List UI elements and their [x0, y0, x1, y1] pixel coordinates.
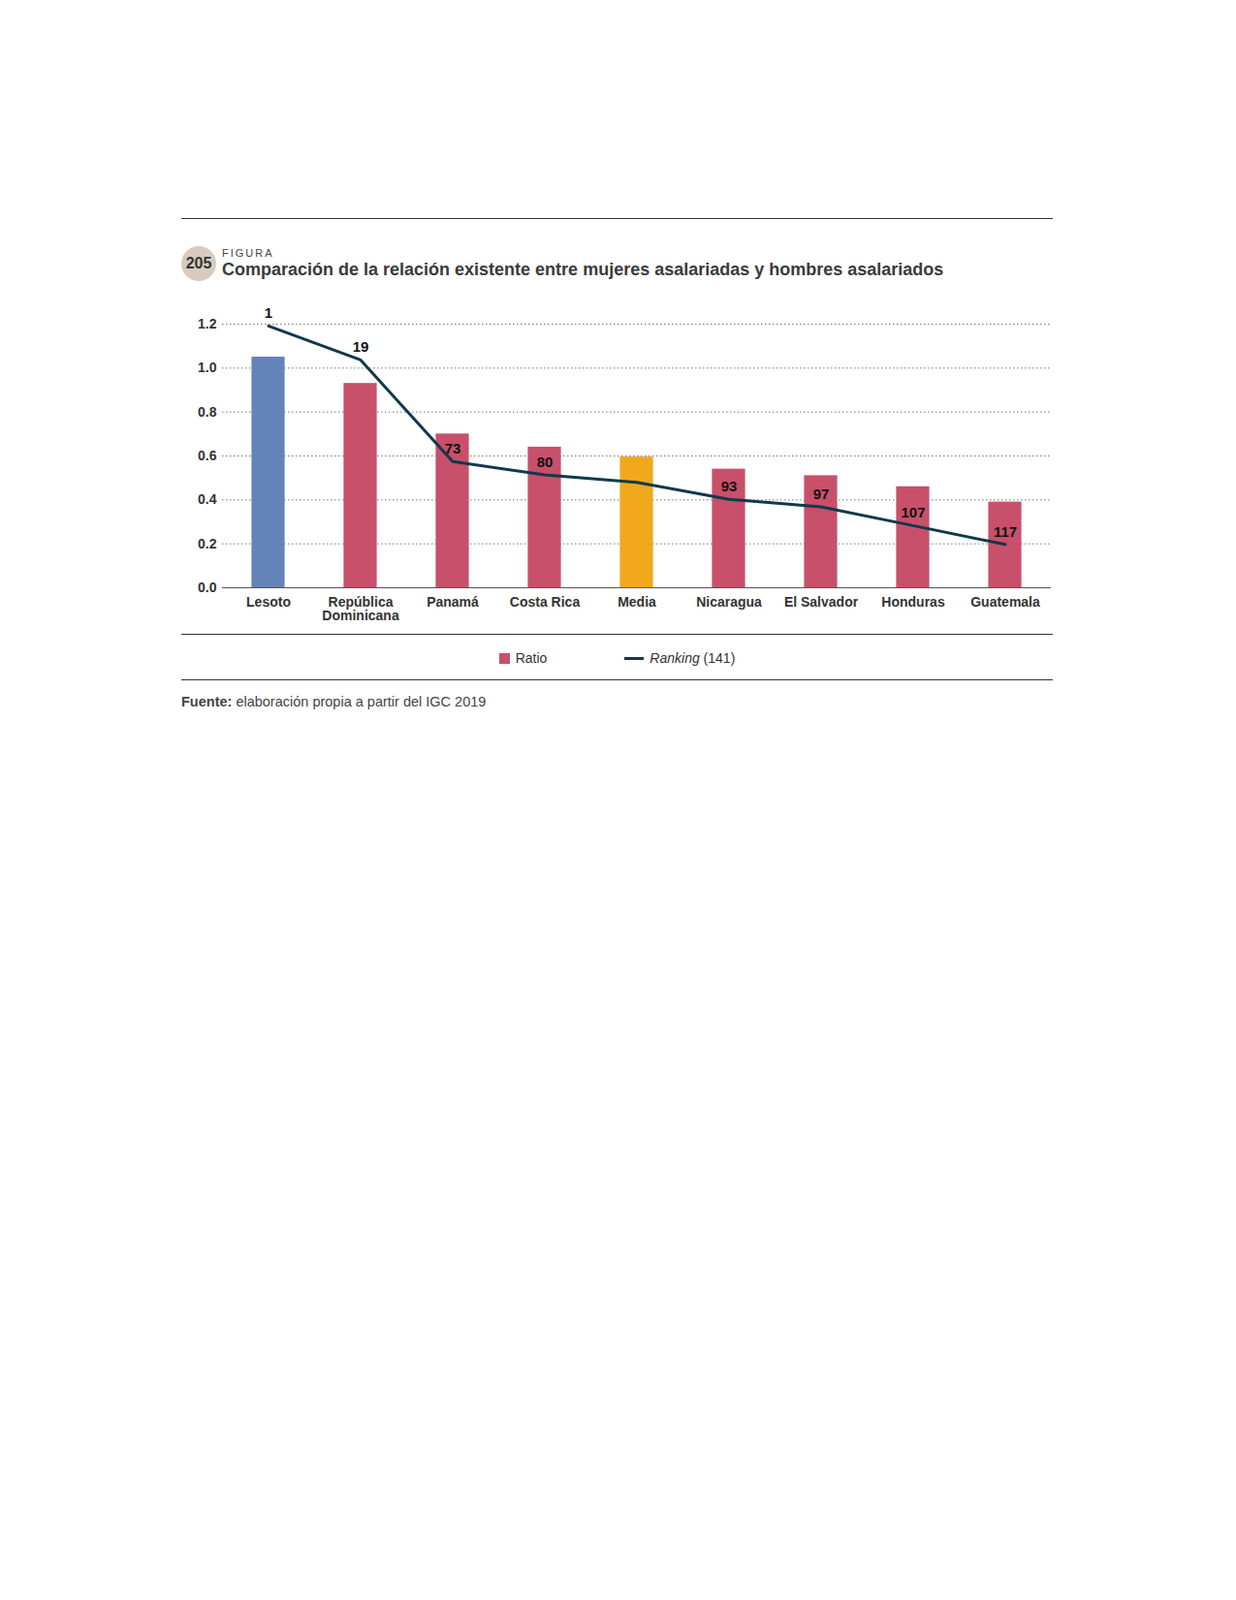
svg-text:80: 80: [537, 453, 554, 471]
svg-text:0.6: 0.6: [197, 447, 218, 464]
html-text:FIGURA: FIGURA: [221, 247, 274, 259]
svg-text:0.2: 0.2: [197, 536, 218, 552]
svg-text:19: 19: [352, 338, 370, 355]
html-text:Fuente: elaboración propia a p: Fuente: elaboración propia a partir del …: [181, 694, 486, 710]
svg-text:Lesoto: Lesoto: [246, 594, 291, 610]
svg-text:0.0: 0.0: [197, 579, 218, 596]
svg-text:El Salvador: El Salvador: [784, 594, 859, 610]
svg-text:0.8: 0.8: [197, 404, 218, 420]
svg-text:117: 117: [993, 523, 1017, 540]
html-text:205: 205: [185, 254, 212, 272]
svg-text:Media: Media: [617, 594, 657, 610]
svg-text:RepúblicaDominicana: RepúblicaDominicana: [321, 594, 400, 624]
svg-text:93: 93: [721, 477, 738, 495]
html-text:Ranking (141): Ranking (141): [649, 650, 736, 666]
svg-text:Panamá: Panamá: [426, 594, 479, 610]
svg-text:Nicaragua: Nicaragua: [696, 594, 762, 610]
svg-text:1: 1: [264, 304, 273, 321]
svg-text:97: 97: [813, 485, 830, 503]
svg-text:Costa Rica: Costa Rica: [509, 594, 581, 610]
html-text:Ratio: Ratio: [515, 650, 548, 666]
svg-text:1.2: 1.2: [197, 316, 218, 332]
svg-text:1.0: 1.0: [197, 359, 218, 376]
svg-text:Guatemala: Guatemala: [970, 594, 1041, 610]
svg-text:Honduras: Honduras: [881, 594, 946, 610]
svg-text:107: 107: [900, 504, 925, 521]
svg-text:73: 73: [444, 440, 462, 457]
svg-text:0.4: 0.4: [197, 491, 218, 508]
html-text:Comparación de la relación exi: Comparación de la relación existente ent…: [221, 259, 944, 280]
